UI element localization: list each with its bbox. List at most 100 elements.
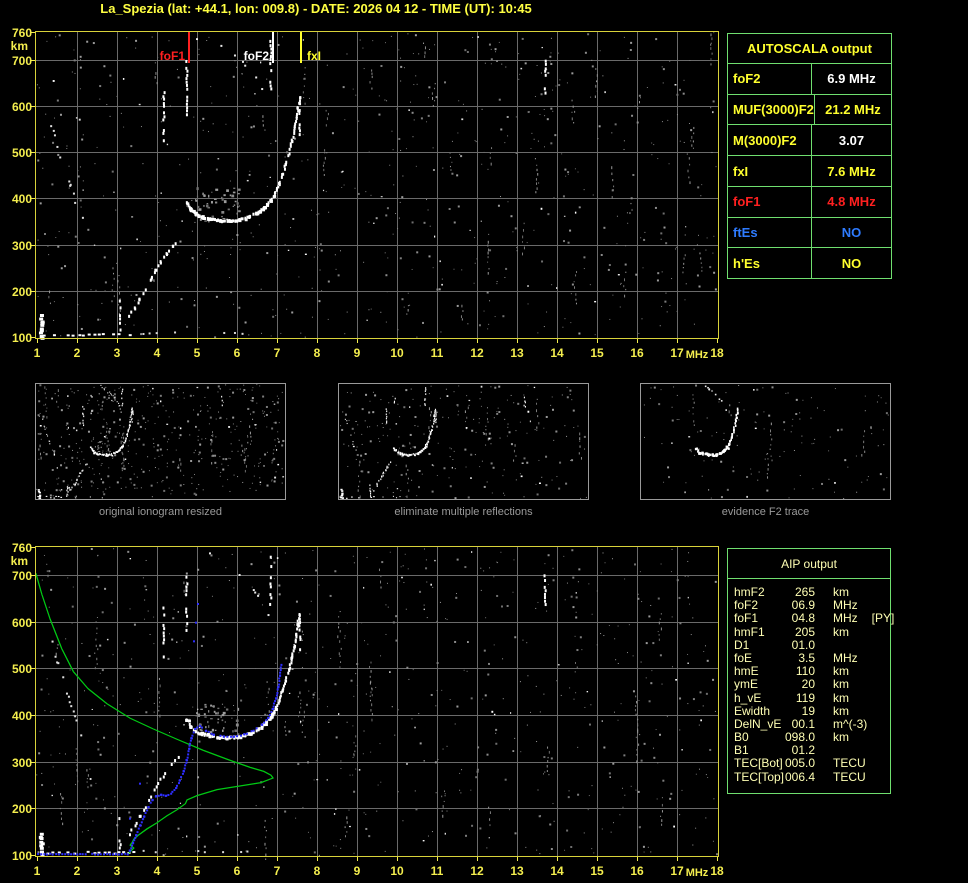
x-tick-label: 10 — [390, 864, 404, 878]
param-value: 6.9 MHz — [827, 71, 876, 87]
aip-param: B0 — [734, 730, 749, 745]
x-tick-label: 18 — [710, 864, 724, 878]
y-tick-label: 500 — [11, 146, 32, 161]
marker-label-foF1: foF1 — [159, 49, 185, 63]
y-tick-label: 600 — [11, 99, 32, 114]
aip-value: 3.5 — [798, 650, 815, 665]
param-label: M(3000)F2 — [728, 125, 812, 156]
y-axis-unit: km — [10, 39, 28, 53]
aip-param: D1 — [734, 637, 750, 652]
aip-param: foF2 — [734, 598, 759, 613]
aip-output-table: AIP output hmF2 265 km foF2 06.9 MHz foF1 04.8 M… — [727, 548, 894, 794]
x-tick-label: 12 — [470, 864, 484, 878]
x-tick-label: 5 — [193, 864, 201, 878]
x-tick-label: 17 — [670, 346, 684, 360]
x-tick-label: 15 — [590, 346, 604, 360]
y-tick-label: 760 — [11, 26, 32, 40]
aip-row: TEC[Bot] 005.0 TECU — [734, 757, 890, 770]
param-value: 3.07 — [838, 132, 865, 148]
x-tick-label: 5 — [193, 346, 201, 360]
param-value: NO — [841, 224, 862, 240]
x-tick-label: 16 — [630, 864, 644, 878]
aip-param: ymE — [734, 677, 758, 692]
aip-row: hmF1 205 km — [734, 624, 890, 639]
x-tick-label: 2 — [73, 864, 81, 878]
x-tick-label: 9 — [353, 346, 361, 360]
ionogram-bottom-canvas — [30, 546, 720, 861]
aip-value: 205 — [794, 624, 815, 639]
page-title: La_Spezia (lat: +44.1, lon: 009.8) - DAT… — [100, 1, 532, 16]
x-tick-label: 9 — [353, 864, 361, 878]
aip-value: 06.9 — [791, 598, 815, 613]
y-tick-label: 600 — [11, 615, 32, 630]
x-tick-label: 1 — [33, 346, 41, 360]
aip-table-rows: hmF2 265 km foF2 06.9 MHz foF1 04.8 MHz [PY] hmF1 2… — [728, 579, 894, 784]
autoscala-table-title: AUTOSCALA output — [728, 34, 891, 64]
aip-value: 098.0 — [785, 730, 816, 745]
aip-row: Ewidth 19 km — [734, 703, 890, 718]
aip-table-title: AIP output — [728, 549, 890, 579]
aip-param: foE — [734, 650, 753, 665]
y-tick-label: 700 — [11, 569, 32, 583]
x-axis-unit: MHz — [685, 349, 709, 361]
thumbnail-eliminate-reflections — [338, 383, 589, 500]
x-tick-label: 3 — [113, 346, 121, 360]
x-tick-label: 3 — [113, 864, 121, 878]
x-tick-label: 17 — [670, 864, 684, 878]
thumbnail-caption: evidence F2 trace — [721, 506, 810, 518]
table-row: foF2 6.9 MHz — [728, 64, 891, 95]
param-label: foF2 — [728, 64, 812, 94]
x-tick-label: 10 — [390, 346, 404, 360]
aip-unit: km — [833, 677, 849, 692]
y-axis-unit: km — [10, 554, 28, 568]
y-tick-label: 100 — [11, 331, 32, 345]
x-tick-label: 16 — [630, 346, 644, 360]
marker-label-foF2: foF2 — [243, 49, 269, 63]
aip-unit: km — [833, 730, 850, 745]
aip-value: 04.8 — [791, 611, 815, 626]
y-tick-label: 700 — [11, 53, 32, 68]
marker-label-fxI: fxI — [307, 49, 322, 63]
table-row: h'Es NO — [728, 248, 891, 279]
x-tick-label: 13 — [510, 864, 524, 878]
x-tick-label: 4 — [153, 864, 161, 878]
thumbnail-caption: original ionogram resized — [99, 506, 222, 518]
x-tick-label: 12 — [470, 346, 484, 360]
aip-value: 01.2 — [791, 743, 815, 758]
aip-param: foF1 — [734, 611, 759, 626]
param-value: 4.8 MHz — [827, 194, 876, 210]
aip-unit: km — [833, 690, 849, 705]
aip-value: 119 — [795, 690, 815, 705]
x-tick-label: 11 — [430, 864, 444, 878]
x-tick-label: 4 — [153, 346, 161, 360]
autoscala-output-table: AUTOSCALA output foF2 6.9 MHz MUF(3000)F… — [727, 33, 892, 279]
x-tick-label: 11 — [430, 346, 444, 360]
aip-unit: km — [833, 624, 849, 639]
aip-param: B1 — [734, 743, 749, 758]
aip-param: TEC[Bot] — [734, 756, 783, 771]
x-tick-label: 2 — [73, 346, 81, 360]
table-row: ftEs NO — [728, 217, 891, 249]
table-row: foF1 4.8 MHz — [728, 186, 891, 218]
aip-row: DelN_vE 00.1 m^(-3) — [734, 716, 890, 731]
aip-row: hmE 110 km — [734, 664, 890, 679]
aip-param: DelN_vE — [734, 716, 782, 731]
aip-value: 00.1 — [791, 716, 815, 731]
aip-unit: km — [833, 664, 849, 679]
x-tick-label: 7 — [273, 346, 281, 360]
aip-row: B0 098.0 km — [734, 730, 890, 745]
aip-row: TEC[Top] 006.4 TECU — [734, 769, 890, 784]
x-tick-label: 14 — [550, 346, 564, 360]
y-tick-label: 300 — [11, 238, 32, 253]
aip-note: [PY] — [871, 611, 895, 626]
thumbnail-caption: eliminate multiple reflections — [394, 506, 533, 518]
param-label: foF1 — [728, 186, 812, 217]
param-label: fxI — [728, 156, 812, 186]
aip-value: 19 — [801, 703, 815, 718]
aip-unit: km — [833, 585, 849, 599]
aip-value: 20 — [801, 677, 815, 692]
y-tick-label: 760 — [11, 541, 32, 555]
aip-row: foF2 06.9 MHz — [734, 598, 890, 613]
ionogram-top-canvas — [30, 31, 720, 345]
aip-param: TEC[Top] — [734, 769, 785, 784]
